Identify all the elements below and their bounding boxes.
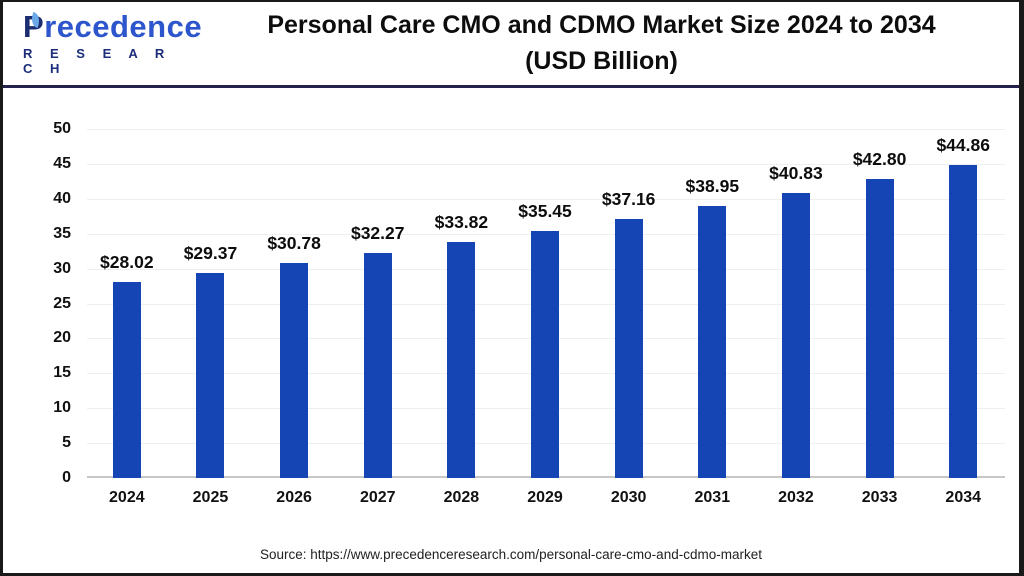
x-tick-label: 2031 xyxy=(694,489,731,506)
logo-wordmark: Precedence xyxy=(23,10,202,44)
gridline xyxy=(87,129,1005,130)
bar-column: $40.83 2032 xyxy=(754,129,838,506)
bar-column: $38.95 2031 xyxy=(670,129,754,506)
bar-column: $44.86 2034 xyxy=(921,129,1005,506)
y-tick-label: 20 xyxy=(53,329,71,347)
gridline xyxy=(87,198,1005,200)
plot-area: 0 5 10 15 20 25 30 35 40 45 50 $28.02 2024 $29.37 2025… xyxy=(53,120,1005,506)
bar-column: $30.78 2026 xyxy=(252,129,336,506)
header: Precedence R E S E A R C H Personal Care… xyxy=(3,2,1019,88)
x-tick-label: 2030 xyxy=(610,489,647,506)
y-tick-label: 15 xyxy=(53,364,71,382)
bar-column: $42.80 2033 xyxy=(838,129,922,506)
bar-value-label: $44.86 xyxy=(936,134,990,155)
y-tick-label: 10 xyxy=(53,399,71,417)
bar-2025 xyxy=(196,273,225,478)
y-tick-label: 30 xyxy=(53,259,71,277)
bar-value-label: $32.27 xyxy=(350,222,405,243)
chart-area: 0 5 10 15 20 25 30 35 40 45 50 $28.02 2024 $29.37 2025… xyxy=(3,88,1019,520)
bar-value-label: $29.37 xyxy=(183,243,238,263)
chart-title-line2: (USD Billion) xyxy=(525,46,678,75)
precedence-research-logo: Precedence R E S E A R C H xyxy=(3,10,202,77)
bar-value-label: $28.02 xyxy=(100,252,154,273)
bar-value-label: $42.80 xyxy=(852,149,907,170)
chart-title-line1: Personal Care CMO and CDMO Market Size 2… xyxy=(267,11,936,39)
y-tick-label: 0 xyxy=(62,469,71,486)
bar-column: $32.27 2027 xyxy=(336,129,420,506)
bar-value-label: $35.45 xyxy=(518,200,572,221)
x-tick-label: 2034 xyxy=(945,489,982,506)
x-tick-label: 2032 xyxy=(778,489,814,506)
y-tick-label: 5 xyxy=(62,434,71,452)
bar-2026 xyxy=(280,263,309,478)
bar-column: $35.45 2029 xyxy=(503,129,587,506)
bar-column: $29.37 2025 xyxy=(169,129,253,506)
logo-rest: recedence xyxy=(44,8,203,44)
bar-2027 xyxy=(363,252,392,478)
x-tick-label: 2027 xyxy=(359,489,396,506)
chart-title: Personal Care CMO and CDMO Market Size 2… xyxy=(198,8,1019,79)
y-tick-label: 50 xyxy=(53,120,71,137)
x-tick-label: 2033 xyxy=(861,489,898,506)
y-tick-label: 25 xyxy=(53,294,71,312)
bars: $28.02 2024 $29.37 2025 $30.78 2026 $32.27 2027… xyxy=(85,129,1005,506)
bar-value-label: $38.95 xyxy=(685,176,740,197)
bar-2033 xyxy=(865,179,894,478)
bar-2031 xyxy=(698,206,727,478)
bar-column: $37.16 2030 xyxy=(587,129,671,506)
source-caption: Source: https://www.precedenceresearch.c… xyxy=(260,547,762,562)
bar-2028 xyxy=(447,241,476,478)
x-tick-label: 2026 xyxy=(276,489,312,506)
bar-value-label: $40.83 xyxy=(769,163,823,184)
bar-value-label: $33.82 xyxy=(434,211,489,232)
bar-column: $33.82 2028 xyxy=(420,129,504,506)
x-tick-label: 2029 xyxy=(527,489,563,506)
logo-subtitle: R E S E A R C H xyxy=(23,46,172,77)
bar-value-label: $37.16 xyxy=(601,188,656,209)
bar-2030 xyxy=(614,218,643,478)
x-tick-label: 2024 xyxy=(109,489,145,506)
x-tick-label: 2028 xyxy=(443,489,480,506)
x-tick-label: 2025 xyxy=(192,489,229,506)
bar-2029 xyxy=(531,230,560,478)
gridline xyxy=(87,163,1005,165)
bar-column: $28.02 2024 xyxy=(85,129,169,506)
bar-2034 xyxy=(949,164,978,478)
bar-2032 xyxy=(781,193,810,478)
bar-value-label: $30.78 xyxy=(267,233,321,254)
y-tick-label: 40 xyxy=(53,189,71,207)
y-tick-label: 35 xyxy=(53,224,71,242)
y-tick-label: 45 xyxy=(53,154,71,172)
bar-2024 xyxy=(112,282,141,478)
